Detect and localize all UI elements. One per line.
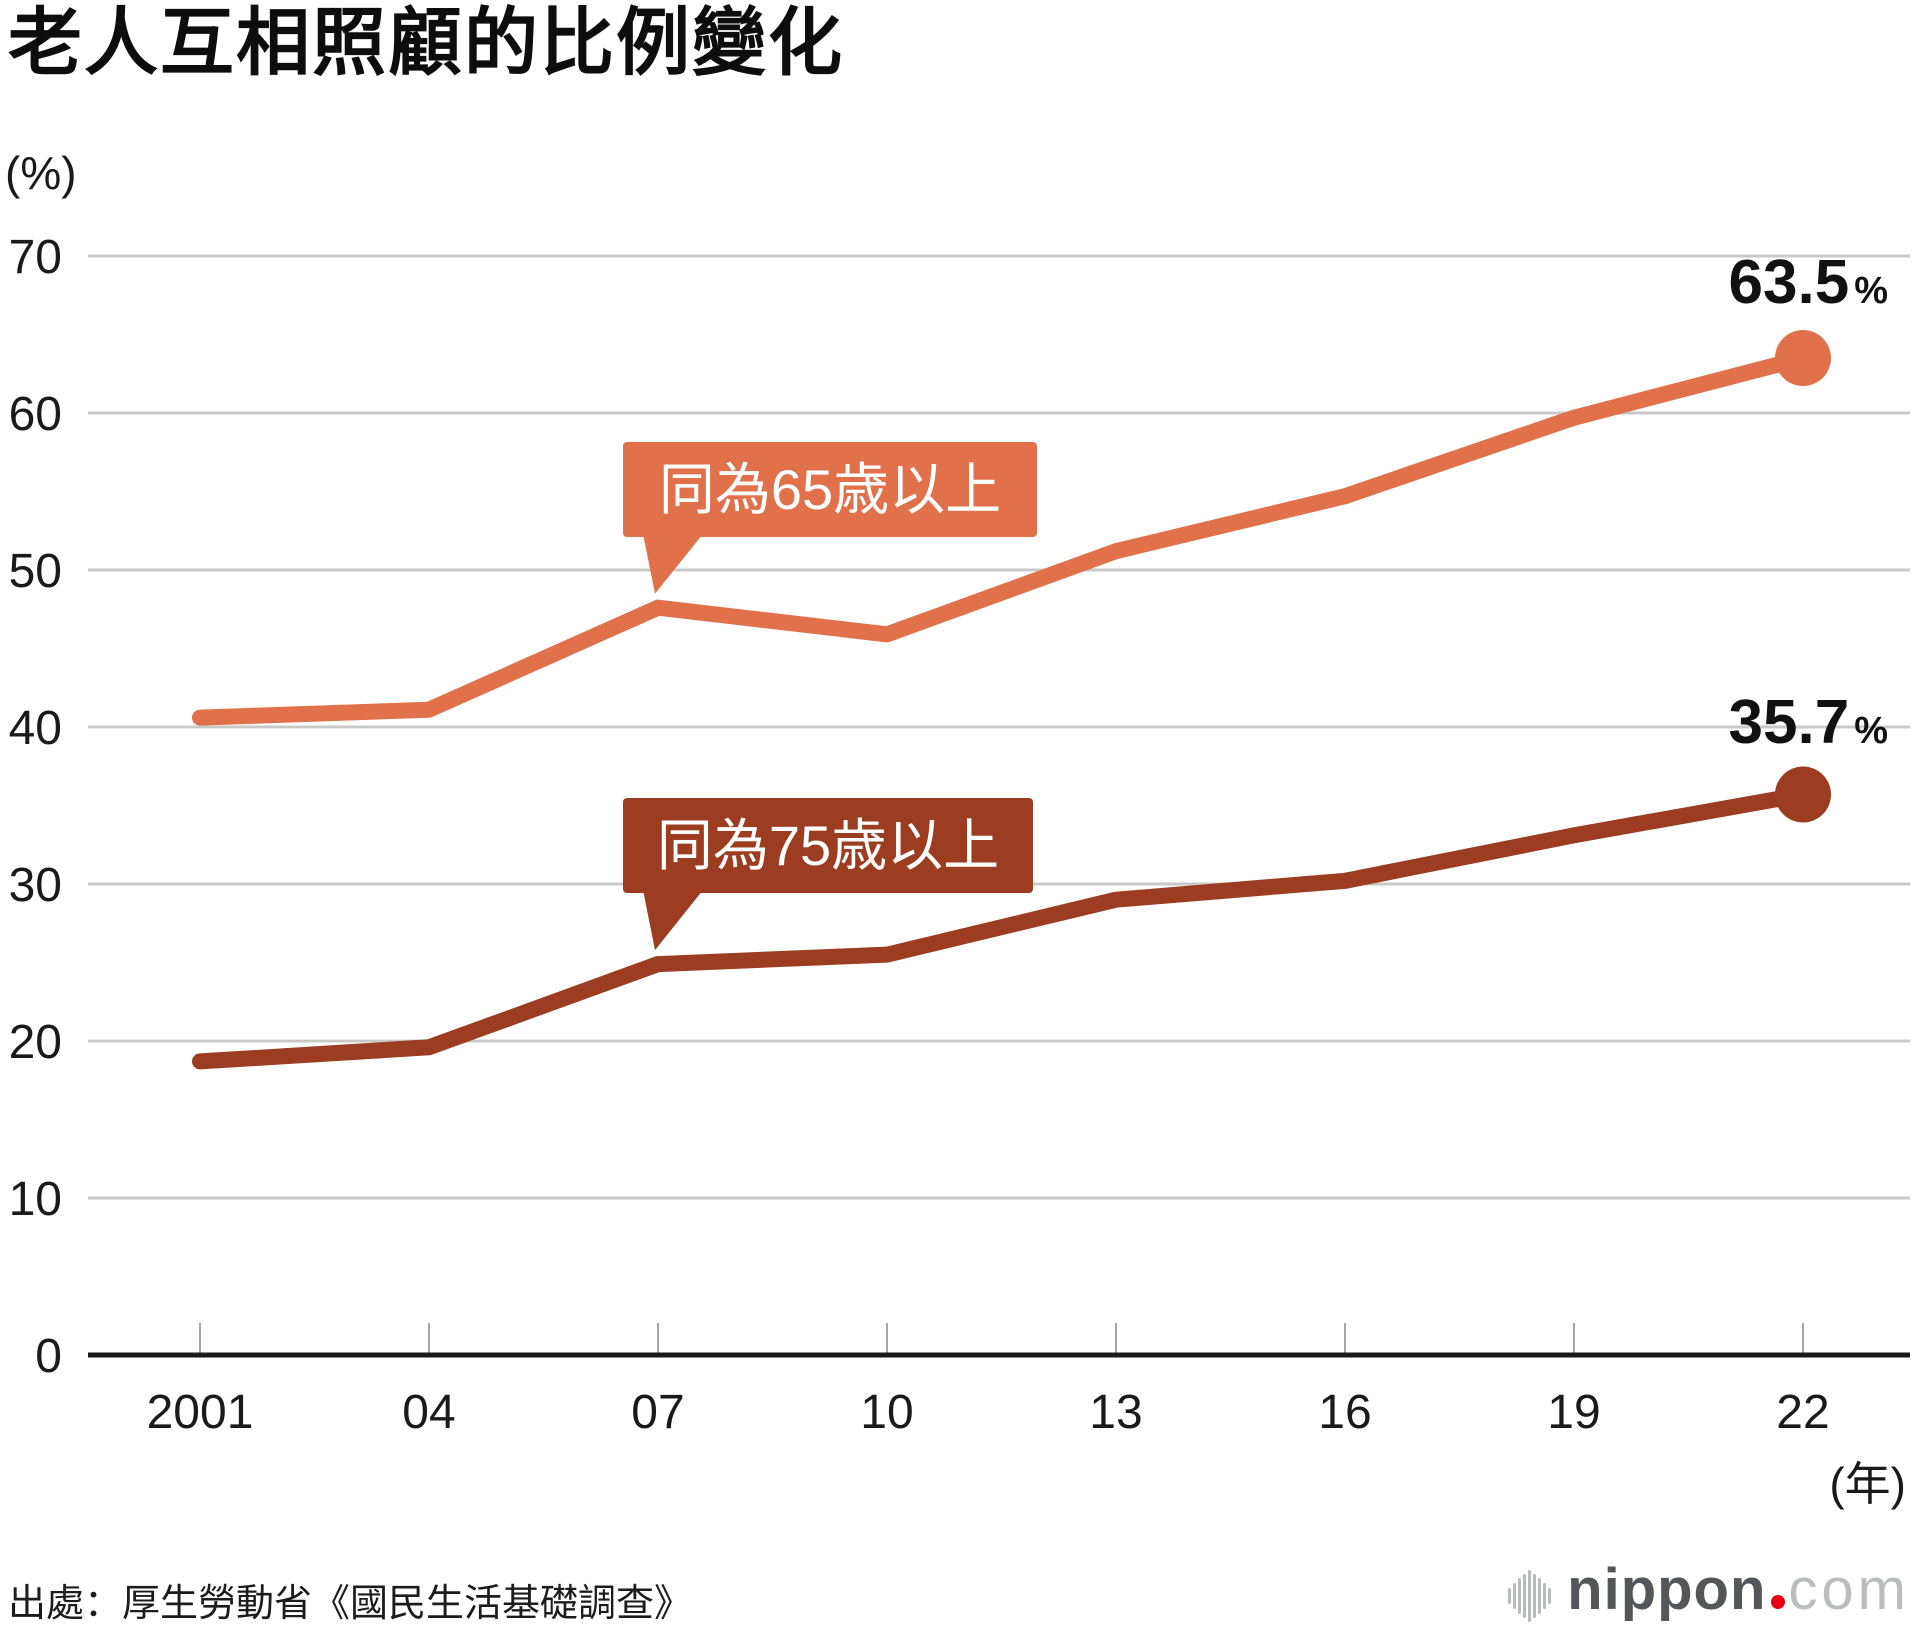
nippon-logo-mark-icon bbox=[1508, 1570, 1552, 1622]
callout-tail-65plus bbox=[643, 534, 703, 594]
x-tick-label-2001: 2001 bbox=[147, 1386, 254, 1439]
series-callout-65plus-label: 同為65歳以上 bbox=[658, 458, 1002, 521]
x-tick-label-22: 22 bbox=[1776, 1386, 1829, 1439]
chart-title: 老人互相照顧的比例變化 bbox=[8, 1, 844, 84]
end-value-number-75plus: 35.7 bbox=[1728, 688, 1850, 757]
y-tick-label-70: 70 bbox=[9, 231, 62, 284]
end-value-label-65plus: 63.5% bbox=[1729, 252, 1888, 314]
y-tick-label-50: 50 bbox=[9, 545, 62, 598]
series-callout-65plus: 同為65歳以上 bbox=[623, 442, 1037, 537]
series-endpoint-75plus bbox=[1775, 766, 1831, 823]
callout-tail-75plus bbox=[643, 890, 703, 951]
x-tick-label-13: 13 bbox=[1089, 1386, 1142, 1439]
y-axis-unit-label: (%) bbox=[5, 147, 77, 199]
y-tick-label-30: 30 bbox=[9, 859, 62, 912]
logo-text-com: com bbox=[1788, 1557, 1910, 1622]
series-callout-75plus: 同為75歳以上 bbox=[623, 798, 1033, 893]
x-tick-label-04: 04 bbox=[402, 1386, 455, 1439]
x-axis-unit-label: (年) bbox=[1829, 1458, 1906, 1510]
nippon-logo: nippon com bbox=[1506, 1556, 1910, 1628]
logo-text-nippon: nippon bbox=[1567, 1557, 1767, 1622]
end-value-number-65plus: 63.5 bbox=[1728, 248, 1850, 317]
end-value-unit-75plus: % bbox=[1854, 710, 1888, 752]
y-tick-label-40: 40 bbox=[9, 702, 62, 755]
series-line-75plus bbox=[192, 786, 1811, 1070]
x-tick-label-07: 07 bbox=[631, 1386, 684, 1439]
end-value-unit-65plus: % bbox=[1854, 270, 1888, 312]
y-tick-label-20: 20 bbox=[9, 1016, 62, 1069]
x-tick-label-16: 16 bbox=[1318, 1386, 1371, 1439]
source-credit: 出處：厚生勞動省《國民生活基礎調查》 bbox=[8, 1583, 693, 1625]
x-tick-label-19: 19 bbox=[1547, 1386, 1600, 1439]
y-tick-label-60: 60 bbox=[9, 388, 62, 441]
y-tick-label-0: 0 bbox=[35, 1330, 62, 1383]
logo-red-dot-icon bbox=[1771, 1595, 1786, 1609]
x-tick-label-10: 10 bbox=[860, 1386, 913, 1439]
y-tick-label-10: 10 bbox=[9, 1173, 62, 1226]
end-value-label-75plus: 35.7% bbox=[1729, 692, 1888, 754]
series-endpoint-65plus bbox=[1775, 330, 1831, 387]
series-line-65plus bbox=[192, 350, 1811, 726]
series-callout-75plus-label: 同為75歳以上 bbox=[656, 814, 1000, 877]
